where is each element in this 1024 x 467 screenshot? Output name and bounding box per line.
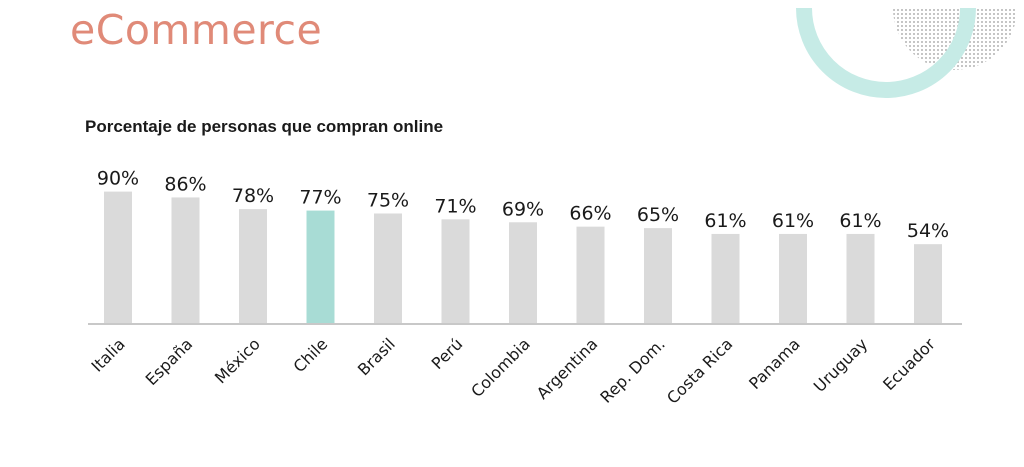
bar	[711, 233, 740, 323]
bar	[239, 209, 267, 323]
teal-ring	[796, 8, 976, 98]
data-label: 61%	[839, 210, 881, 232]
bar	[846, 233, 875, 323]
data-label: 90%	[97, 168, 139, 190]
bar	[104, 191, 132, 323]
x-tick-label: Panama	[745, 334, 804, 393]
x-tick-label: México	[211, 334, 264, 387]
x-tick-label: Rep. Dom.	[596, 334, 668, 406]
data-label: 69%	[502, 198, 544, 220]
data-label: 86%	[164, 173, 206, 195]
bar	[644, 228, 672, 323]
data-label: 75%	[367, 190, 409, 212]
x-tick-label: Costa Rica	[663, 334, 736, 407]
data-label: 71%	[434, 195, 476, 217]
data-label: 54%	[907, 220, 949, 242]
bar	[576, 226, 605, 323]
bar	[779, 233, 807, 323]
page-title: eCommerce	[70, 6, 323, 54]
bar	[509, 222, 537, 323]
data-label: 65%	[637, 204, 679, 226]
bar	[441, 219, 470, 323]
data-label: 61%	[704, 210, 746, 232]
chart-title: Porcentaje de personas que compran onlin…	[85, 117, 444, 136]
x-tick-label: Italia	[87, 334, 128, 375]
x-tick-label: Uruguay	[810, 334, 872, 396]
x-tick-label: España	[142, 334, 197, 389]
bar	[306, 210, 335, 323]
x-tick-label: Argentina	[533, 334, 602, 403]
x-tick-label: Ecuador	[879, 334, 939, 394]
data-label: 77%	[299, 187, 341, 209]
data-label: 78%	[232, 185, 274, 207]
x-tick-label: Chile	[290, 334, 332, 376]
bar	[374, 213, 402, 323]
x-tick-label: Brasil	[354, 334, 399, 379]
data-label: 66%	[569, 203, 611, 225]
bar	[171, 197, 200, 323]
data-label: 61%	[772, 210, 814, 232]
bar	[914, 244, 942, 323]
x-tick-label: Colombia	[467, 334, 534, 401]
x-tick-label: Perú	[428, 334, 467, 373]
